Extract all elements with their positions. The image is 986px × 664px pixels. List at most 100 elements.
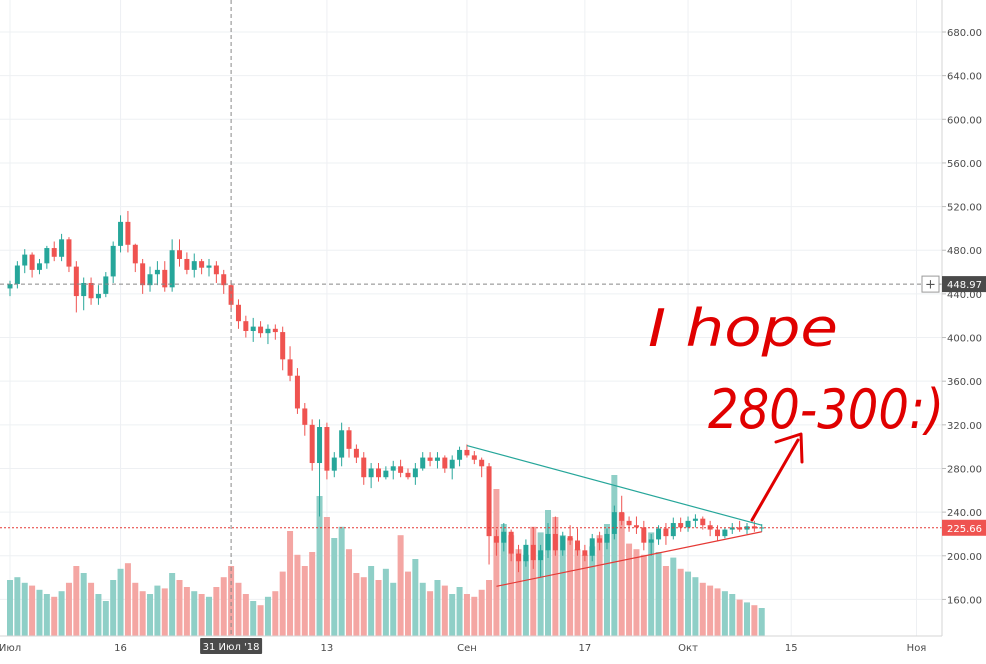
volume-bar bbox=[574, 549, 581, 636]
volume-bar bbox=[183, 587, 190, 636]
candle-body bbox=[140, 263, 146, 286]
price-tick-label: 360.00 bbox=[947, 377, 982, 388]
volume-bar bbox=[36, 589, 43, 636]
price-tick-label: 280.00 bbox=[947, 464, 982, 475]
volume-bar bbox=[51, 596, 58, 636]
volume-bar bbox=[287, 531, 294, 636]
volume-bar bbox=[360, 577, 367, 636]
time-tick-label: Сен bbox=[457, 643, 477, 654]
candle-body bbox=[648, 539, 654, 543]
plus-icon[interactable]: + bbox=[925, 278, 936, 293]
crosshair-price-label: 448.97 bbox=[947, 280, 982, 291]
volume-bar bbox=[264, 596, 271, 636]
candle-body bbox=[641, 527, 647, 543]
volume-bar bbox=[21, 582, 28, 636]
volume-bar bbox=[515, 549, 522, 636]
volume-bar bbox=[397, 535, 404, 636]
candle-body bbox=[398, 466, 404, 473]
candle-body bbox=[147, 274, 153, 286]
candle-body bbox=[361, 457, 367, 478]
time-tick-label: 15 bbox=[785, 643, 798, 654]
candle-body bbox=[464, 449, 470, 456]
candle-body bbox=[715, 529, 721, 537]
candle-body bbox=[604, 533, 610, 543]
volume-bar bbox=[744, 602, 750, 636]
crosshair-time-badge: 31 Июл '18 bbox=[200, 638, 263, 654]
candle-body bbox=[493, 536, 499, 543]
volume-bar bbox=[169, 573, 176, 636]
volume-bar bbox=[552, 517, 559, 636]
candle-body bbox=[501, 531, 507, 543]
price-axis[interactable]: 680.00 640.00 600.00 560.00 520.00 480.00 440.… bbox=[942, 28, 982, 606]
volume-bar bbox=[640, 554, 647, 636]
candle-body bbox=[486, 466, 492, 537]
candle-body bbox=[530, 544, 536, 561]
candle-body bbox=[744, 526, 750, 530]
candle-body bbox=[751, 526, 757, 529]
volume-bars bbox=[7, 475, 765, 636]
price-tick-label: 520.00 bbox=[947, 203, 982, 214]
volume-bar bbox=[272, 591, 279, 636]
candle-body bbox=[560, 536, 566, 551]
volume-bar bbox=[670, 557, 677, 636]
volume-bar bbox=[537, 532, 544, 636]
candle-body bbox=[589, 538, 595, 556]
candle-body bbox=[243, 321, 249, 331]
volume-bar bbox=[279, 571, 286, 636]
price-tick-label: 600.00 bbox=[947, 115, 982, 126]
candle-body bbox=[545, 533, 551, 551]
add-alert-button[interactable] bbox=[921, 275, 940, 293]
candle-body bbox=[287, 359, 293, 376]
grid bbox=[0, 0, 942, 636]
volume-bar bbox=[176, 580, 183, 636]
volume-bar bbox=[73, 566, 80, 636]
volume-bar bbox=[434, 580, 441, 636]
volume-bar bbox=[441, 585, 448, 636]
volume-bar bbox=[721, 591, 728, 636]
volume-bar bbox=[390, 582, 397, 636]
volume-bar bbox=[331, 538, 338, 636]
volume-bar bbox=[471, 596, 478, 636]
candle-body bbox=[177, 250, 183, 259]
candle-body bbox=[125, 221, 131, 245]
volume-bar bbox=[65, 582, 72, 636]
candle-body bbox=[619, 512, 625, 521]
candle-body bbox=[663, 528, 669, 537]
candle-body bbox=[390, 466, 396, 471]
volume-bar bbox=[110, 580, 117, 636]
volume-bar bbox=[323, 517, 330, 636]
price-tick-label: 440.00 bbox=[947, 290, 982, 301]
candle-body bbox=[597, 538, 603, 543]
volume-bar bbox=[545, 510, 552, 636]
volume-bar bbox=[375, 580, 382, 636]
volume-bar bbox=[449, 594, 456, 636]
volume-bar bbox=[213, 587, 220, 636]
candle-body bbox=[353, 448, 359, 458]
volume-bar bbox=[500, 524, 507, 636]
candle-body bbox=[29, 254, 35, 270]
reference-lines bbox=[0, 0, 942, 636]
time-axis[interactable]: Июл 16 13 Сен 17 Окт 15 Ноя bbox=[0, 643, 926, 654]
handwritten-annotation bbox=[750, 432, 804, 522]
candle-body bbox=[633, 525, 639, 528]
volume-bar bbox=[751, 605, 758, 636]
candle-body bbox=[412, 468, 418, 478]
candle-body bbox=[162, 269, 168, 288]
candle-body bbox=[656, 528, 662, 540]
volume-bar bbox=[154, 585, 161, 636]
volume-bar bbox=[117, 568, 124, 636]
candle-body bbox=[36, 263, 42, 270]
crosshair-price-badge: + 448.97 bbox=[921, 275, 986, 293]
trendline-lower bbox=[496, 531, 762, 587]
time-tick-label: Июл bbox=[0, 643, 21, 654]
annotation-line-2: 280-300:) bbox=[708, 378, 944, 441]
candle-body bbox=[479, 459, 485, 467]
candle-body bbox=[722, 529, 728, 537]
candle-body bbox=[405, 472, 411, 478]
candle-body bbox=[376, 468, 381, 478]
volume-bar bbox=[456, 587, 463, 636]
candle-body bbox=[523, 544, 529, 562]
candle-body bbox=[678, 523, 684, 528]
